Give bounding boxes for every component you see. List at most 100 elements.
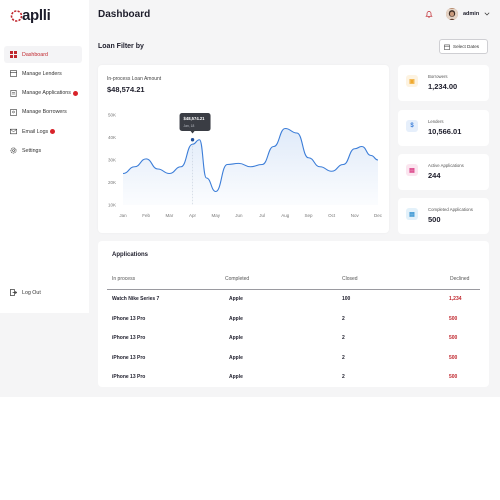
table-cell: 2 — [342, 374, 345, 380]
table-cell: 1,234 — [449, 296, 462, 302]
x-tick-label: Aug — [281, 213, 290, 218]
gear-icon — [10, 147, 17, 154]
loan-chart-card: In-process Loan Amount $48,574.21 10K 20K… — [98, 65, 389, 233]
table-cell: Apple — [229, 335, 243, 341]
table-cell: 2 — [342, 354, 345, 361]
x-tick-label: Feb — [142, 213, 150, 218]
sidebar-item-label: Manage Applications — [22, 90, 71, 97]
filter-title: Loan Filter by — [98, 43, 144, 50]
stat-label: Borrowers — [428, 74, 448, 79]
y-tick-label: 50K — [108, 113, 116, 118]
grid-icon — [10, 51, 17, 58]
table-cell: 500 — [449, 354, 458, 361]
tooltip-arrow — [190, 131, 195, 134]
users-icon — [10, 109, 17, 116]
tooltip-value: $48,574.21 — [184, 116, 206, 121]
sidebar-nav: Dashboard Manage Lenders Manage Applicatio… — [4, 46, 82, 162]
logo-icon — [10, 9, 22, 22]
stat-label: Completed Applications — [428, 207, 473, 212]
stat-value: 500 — [428, 215, 441, 224]
stat-value: 244 — [428, 171, 441, 180]
x-tick-label: Jan — [119, 213, 127, 218]
table-cell: 2 — [342, 315, 345, 322]
tooltip-box — [179, 113, 211, 131]
sidebar-item-label: Email Logs — [22, 128, 49, 135]
page-title: Dashboard — [98, 9, 151, 20]
table-row[interactable]: iPhone 13 Pro Apple 2 500 — [98, 310, 489, 330]
table-cell: Apple — [229, 315, 243, 322]
sidebar-item-manage-lenders[interactable]: Manage Lenders — [4, 65, 82, 82]
avatar[interactable] — [446, 8, 458, 20]
y-tick-label: 10K — [108, 203, 116, 208]
stat-value: 10,566.01 — [428, 127, 462, 136]
logout-button[interactable]: Log Out — [10, 289, 41, 296]
column-header[interactable]: In process — [112, 276, 136, 282]
x-tick-label: Jul — [259, 213, 265, 218]
stat-card-active-applications[interactable]: ▤ Active Applications 244 — [398, 154, 489, 190]
table-header-divider — [107, 289, 480, 290]
table-cell: iPhone 13 Pro — [112, 374, 146, 380]
table-cell: 500 — [449, 374, 458, 380]
sidebar-item-label: Manage Borrowers — [22, 109, 67, 116]
sidebar: aplli Dashboard Manage Lenders Manage Appl… — [0, 0, 89, 313]
logo[interactable]: aplli — [10, 7, 51, 24]
line-chart[interactable]: 10K 20K 30K 40K 50K Jan Feb Mar Apr May Jun Jul Aug S… — [98, 65, 389, 233]
stat-value: 1,234.00 — [428, 82, 458, 91]
sidebar-item-email-logs[interactable]: Email Logs — [4, 123, 82, 140]
bank-icon — [10, 70, 17, 77]
column-header[interactable]: Completed — [225, 276, 250, 282]
chart-title: In-process Loan Amount — [107, 76, 162, 82]
stat-card-completed-applications[interactable]: ▤ Completed Applications 500 — [398, 198, 489, 234]
table-cell: 100 — [342, 296, 351, 302]
select-dates-button[interactable]: Select Dates — [439, 39, 488, 54]
stat-label: Lenders — [428, 119, 444, 124]
document-icon — [10, 89, 17, 97]
logout-icon — [10, 289, 17, 296]
table-cell: 500 — [449, 315, 458, 322]
data-point — [190, 137, 195, 143]
mail-icon — [10, 128, 17, 135]
tooltip-date: Jan, 18 — [184, 124, 195, 128]
sidebar-item-settings[interactable]: Settings — [4, 142, 82, 159]
table-cell: iPhone 13 Pro — [112, 354, 146, 361]
x-tick-label: Jun — [235, 213, 243, 218]
briefcase-icon: ▣ — [406, 75, 418, 87]
stat-card-borrowers[interactable]: ▣ Borrowers 1,234.00 — [398, 65, 489, 101]
column-header[interactable]: Declined — [450, 276, 470, 282]
bell-icon[interactable] — [425, 10, 433, 18]
table-cell: iPhone 13 Pro — [112, 335, 146, 341]
check-file-icon: ▤ — [406, 208, 418, 220]
table-row[interactable]: iPhone 13 Pro Apple 2 500 — [98, 329, 489, 349]
table-cell: Apple — [229, 354, 243, 361]
file-icon: ▤ — [406, 164, 418, 176]
sidebar-item-label: Settings — [22, 147, 42, 154]
table-row[interactable]: iPhone 13 Pro Apple 2 500 — [98, 349, 489, 369]
table-cell: Watch Nike Series 7 — [112, 296, 160, 302]
table-cell: Apple — [229, 296, 243, 302]
stat-label: Active Applications — [428, 163, 464, 168]
x-tick-label: May — [211, 213, 220, 218]
sidebar-item-manage-borrowers[interactable]: Manage Borrowers — [4, 104, 82, 121]
app-shell: aplli Dashboard Manage Lenders Manage Appl… — [0, 0, 490, 387]
notification-badge — [72, 90, 78, 96]
chevron-down-icon[interactable] — [484, 12, 490, 16]
table-cell: iPhone 13 Pro — [112, 315, 146, 322]
sidebar-item-manage-applications[interactable]: Manage Applications — [4, 85, 82, 102]
x-tick-label: Apr — [189, 213, 197, 218]
table-cell: 500 — [449, 335, 458, 341]
logout-label: Log Out — [22, 289, 41, 296]
stat-card-lenders[interactable]: $ Lenders 10,566.01 — [398, 110, 489, 146]
table-row[interactable]: Watch Nike Series 7 Apple 100 1,234 — [98, 290, 489, 310]
user-name[interactable]: admin — [463, 11, 480, 17]
x-tick-label: Mar — [165, 213, 173, 218]
sidebar-item-label: Dashboard — [22, 51, 48, 58]
sidebar-item-dashboard[interactable]: Dashboard — [4, 46, 82, 63]
x-tick-label: Dec — [374, 213, 383, 218]
y-tick-label: 40K — [108, 135, 116, 140]
table-cell: 2 — [342, 335, 345, 341]
select-dates-label: Select Dates — [453, 44, 480, 49]
table-row[interactable]: iPhone 13 Pro Apple 2 500 — [98, 368, 489, 388]
applications-card: Applications In process Completed Closed De… — [98, 241, 489, 387]
logo-text: aplli — [22, 7, 51, 24]
column-header[interactable]: Closed — [342, 276, 358, 282]
